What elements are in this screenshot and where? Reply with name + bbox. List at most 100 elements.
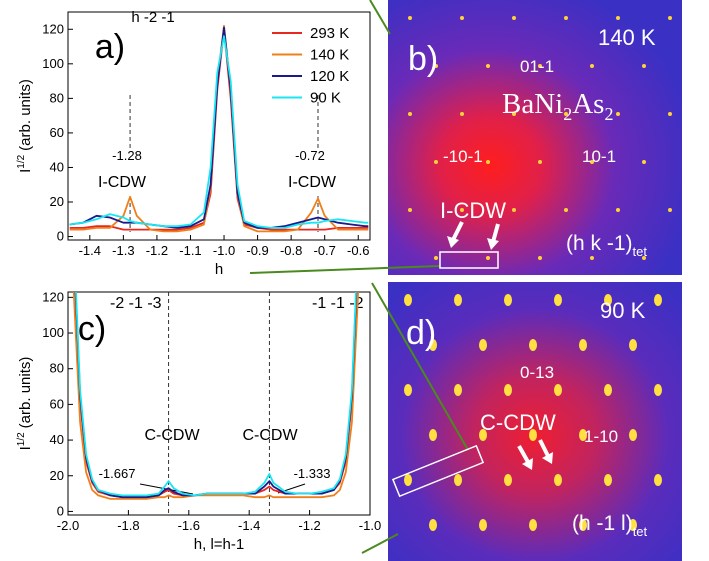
y-tick-label: 60 (50, 396, 64, 411)
legend-label: 90 K (310, 90, 341, 107)
formula-part: As (572, 88, 604, 120)
x-axis-label: h (215, 261, 223, 278)
spot (512, 16, 516, 20)
y-tick-label: 40 (50, 432, 64, 447)
y-tick-label: 0 (57, 229, 64, 244)
spot (504, 384, 512, 396)
plane-sub: tet (633, 524, 648, 539)
panel-label: b) (408, 40, 438, 78)
spot (554, 474, 562, 486)
formula-part: BaNi (502, 88, 563, 120)
y-tick-label: 80 (50, 361, 64, 376)
spot (460, 112, 464, 116)
diffraction-image-b (388, 0, 682, 275)
spot (512, 112, 516, 116)
arrows (447, 221, 553, 470)
cdw-label: I-CDW (440, 198, 506, 223)
spot (590, 256, 594, 260)
spot (538, 256, 542, 260)
spot (454, 474, 462, 486)
marker-name: C-CDW (144, 427, 200, 444)
spot (654, 294, 662, 306)
spot (564, 112, 568, 116)
spot (654, 384, 662, 396)
x-tick-label: -1.4 (79, 243, 101, 258)
x-axis-label: h, l=h-1 (194, 536, 244, 553)
y-tick-label: 60 (50, 125, 64, 140)
spot (604, 294, 612, 306)
x-tick-label: -0.8 (280, 243, 302, 258)
spot (604, 384, 612, 396)
spot (454, 294, 462, 306)
spot (479, 429, 487, 441)
spot (486, 256, 490, 260)
legend-label: 293 K (310, 25, 349, 42)
spot (579, 429, 587, 441)
spot (460, 208, 464, 212)
connector (369, 0, 391, 35)
highlight-box (391, 444, 485, 498)
series-line (69, 24, 369, 233)
marker-name: C-CDW (242, 427, 298, 444)
spot (616, 208, 620, 212)
series-line (69, 26, 369, 229)
spot (434, 64, 438, 68)
reflection-index: -1 -1 -2 (312, 295, 364, 312)
series-line (72, 292, 359, 500)
spot (460, 16, 464, 20)
panel-label: c) (78, 310, 106, 348)
spot (616, 16, 620, 20)
y-label-rest: (arb. units) (17, 79, 34, 151)
spot (479, 339, 487, 351)
spot (579, 339, 587, 351)
y-tick-label: 0 (57, 503, 64, 518)
spot (434, 256, 438, 260)
spot (529, 429, 537, 441)
y-tick-label: 120 (42, 289, 64, 304)
y-tick-label: 120 (42, 21, 64, 36)
spot (629, 519, 637, 531)
marker-name: I-CDW (288, 174, 337, 191)
formula: BaNi2As2 (502, 88, 613, 124)
marker-label: -1.667 (99, 466, 136, 481)
cdw-label: C-CDW (480, 410, 556, 435)
marker-name: I-CDW (98, 174, 147, 191)
spot (429, 519, 437, 531)
spot (429, 339, 437, 351)
marker-label: -1.28 (112, 148, 142, 163)
legend-label: 140 K (310, 47, 349, 64)
x-tick-label: -1.0 (213, 243, 235, 258)
panel-label: d) (406, 314, 436, 352)
spot (404, 384, 412, 396)
reflection-label: 10-1 (582, 147, 616, 166)
connector (249, 265, 441, 274)
spot (579, 519, 587, 531)
plane-label: (h -1 l)tet (572, 512, 648, 539)
reflection-index: -2 -1 -3 (110, 295, 162, 312)
series-line (75, 292, 357, 497)
y-tick-label: 100 (42, 325, 64, 340)
y-label-sup: 1/2 (16, 432, 27, 446)
spot (654, 474, 662, 486)
spot (604, 474, 612, 486)
spot (642, 256, 646, 260)
spot (504, 474, 512, 486)
panel-label: a) (95, 28, 125, 66)
x-tick-label: -1.1 (179, 243, 201, 258)
x-tick-label: -1.2 (298, 518, 320, 533)
spot (404, 294, 412, 306)
plane: (h -1 l) (572, 512, 633, 535)
chart-title: h -2 -1 (131, 9, 174, 26)
y-label-base: I (17, 169, 34, 173)
x-tick-label: -1.4 (238, 518, 260, 533)
marker-label: -1.333 (294, 466, 331, 481)
spot (429, 429, 437, 441)
spot (479, 519, 487, 531)
diffraction-image-d (388, 282, 682, 561)
spot (564, 16, 568, 20)
spot (642, 64, 646, 68)
x-tick-label: -2.0 (57, 518, 79, 533)
spot (538, 160, 542, 164)
series-group (72, 292, 359, 500)
highlight-box (439, 251, 499, 269)
